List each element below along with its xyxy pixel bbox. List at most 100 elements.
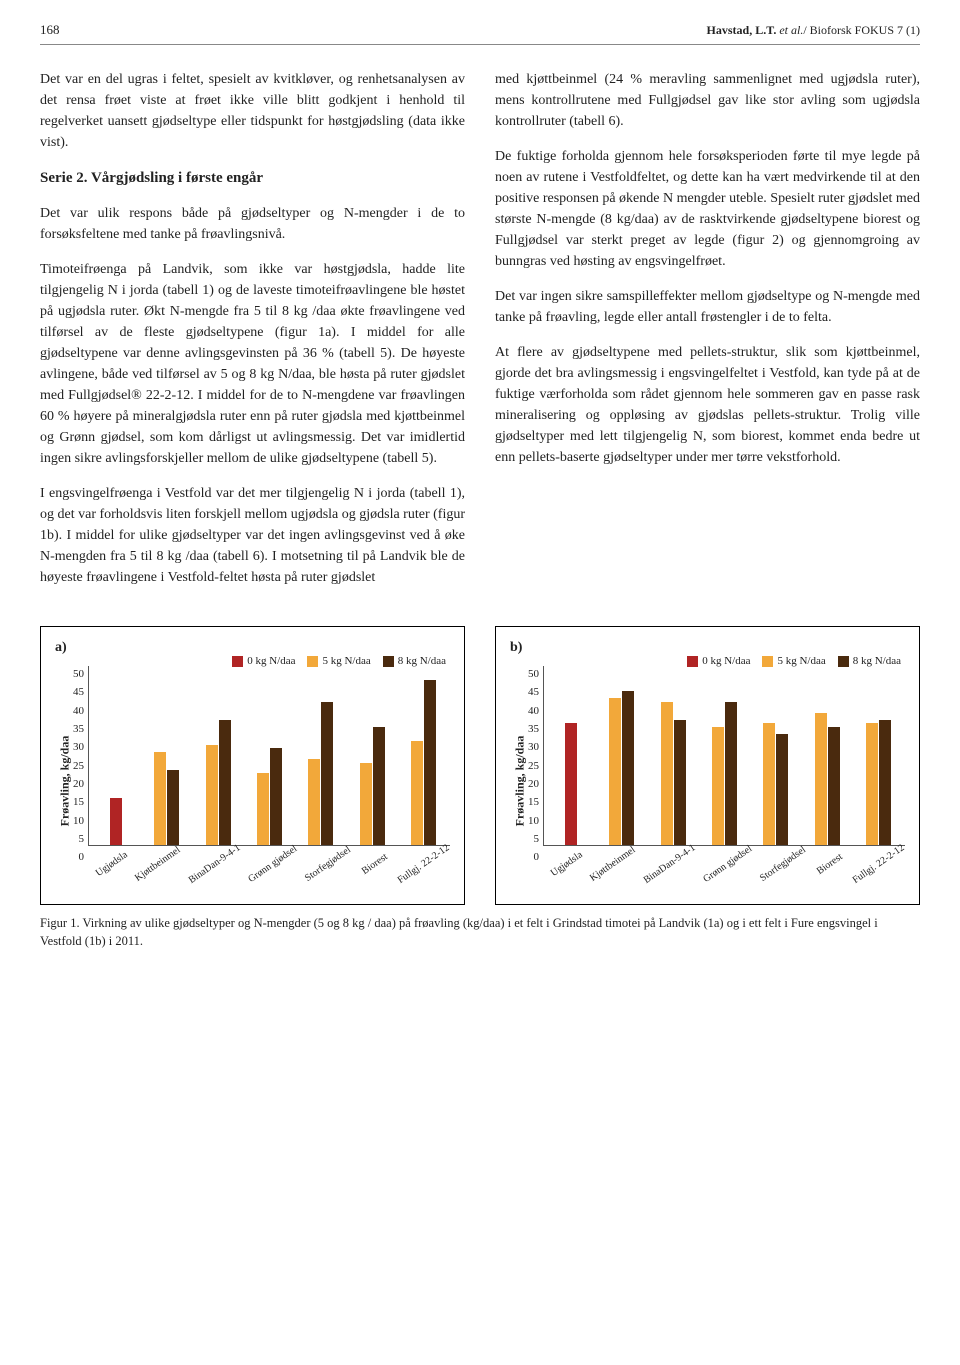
legend-label: 8 kg N/daa (398, 653, 446, 670)
y-tick: 15 (73, 794, 84, 811)
bar (270, 748, 282, 845)
bar (609, 698, 621, 845)
bar-group (854, 666, 903, 845)
y-axis-ticks: 50454035302520151050 (528, 666, 543, 866)
y-tick: 20 (73, 776, 84, 793)
two-column-body: Det var en del ugras i feltet, spesielt … (40, 69, 920, 603)
legend-swatch-icon (383, 656, 394, 667)
header-author-bold: Havstad, L.T. (707, 23, 780, 37)
y-tick: 30 (73, 739, 84, 756)
bar (674, 720, 686, 845)
y-tick: 0 (73, 849, 84, 866)
bars-area (88, 666, 450, 846)
bar-group (347, 666, 396, 845)
y-tick: 40 (73, 703, 84, 720)
bar-group (399, 666, 448, 845)
x-axis: UgjødslaKjøttbeinmelBinaDan-9-4-1Grønn g… (88, 850, 450, 896)
bar-group (597, 666, 646, 845)
bar (622, 691, 634, 845)
bar (411, 741, 423, 845)
legend-item: 5 kg N/daa (307, 653, 370, 670)
body-paragraph: Timoteifrøenga på Landvik, som ikke var … (40, 259, 465, 469)
figure-caption: Figur 1. Virkning av ulike gjødseltyper … (40, 915, 920, 950)
y-tick: 10 (73, 813, 84, 830)
body-paragraph: Det var ingen sikre samspilleffekter mel… (495, 286, 920, 328)
bar-group (296, 666, 345, 845)
legend-item: 8 kg N/daa (383, 653, 446, 670)
y-tick: 40 (528, 703, 539, 720)
bar (257, 773, 269, 845)
right-column: med kjøttbeinmel (24 % meravling sammenl… (495, 69, 920, 603)
body-paragraph: med kjøttbeinmel (24 % meravling sammenl… (495, 69, 920, 132)
bar (725, 702, 737, 845)
plot-area: Frøavling, kg/daa50454035302520151050Ugj… (55, 666, 450, 896)
bar (828, 727, 840, 845)
bar-group (194, 666, 243, 845)
body-paragraph: Det var en del ugras i feltet, spesielt … (40, 69, 465, 153)
bar (776, 734, 788, 845)
y-tick: 25 (528, 758, 539, 775)
header-etal: et al. (779, 23, 803, 37)
left-column: Det var en del ugras i feltet, spesielt … (40, 69, 465, 603)
chart-legend: 0 kg N/daa 5 kg N/daa 8 kg N/daa (232, 653, 446, 670)
y-tick: 25 (73, 758, 84, 775)
y-axis-label: Frøavling, kg/daa (510, 736, 528, 827)
y-tick: 5 (73, 831, 84, 848)
bar-group (245, 666, 294, 845)
bar (219, 720, 231, 845)
bars-area (543, 666, 905, 846)
legend-swatch-icon (838, 656, 849, 667)
bar (373, 727, 385, 845)
chart-a: a)0 kg N/daa5 kg N/daa8 kg N/daaFrøavlin… (40, 626, 465, 905)
bar (360, 763, 372, 845)
section-heading: Serie 2. Vårgjødsling i første engår (40, 167, 465, 190)
body-paragraph: At flere av gjødseltypene med pellets-st… (495, 342, 920, 468)
bar (206, 745, 218, 845)
body-paragraph: I engsvingelfrøenga i Vestfold var det m… (40, 483, 465, 588)
bar-group (751, 666, 800, 845)
bar (321, 702, 333, 845)
legend-swatch-icon (307, 656, 318, 667)
bar (110, 798, 122, 845)
bar-group (700, 666, 749, 845)
y-axis-label: Frøavling, kg/daa (55, 736, 73, 827)
legend-swatch-icon (232, 656, 243, 667)
plot-area: Frøavling, kg/daa50454035302520151050Ugj… (510, 666, 905, 896)
y-tick: 50 (528, 666, 539, 683)
bar (308, 759, 320, 845)
y-tick: 5 (528, 831, 539, 848)
y-tick: 45 (528, 684, 539, 701)
x-tick-label: Fullgj. 22-2-12 (850, 841, 926, 913)
legend-item: 8 kg N/daa (838, 653, 901, 670)
bar-group (546, 666, 595, 845)
bar-group (142, 666, 191, 845)
legend-label: 0 kg N/daa (247, 653, 295, 670)
legend-swatch-icon (687, 656, 698, 667)
bar (763, 723, 775, 845)
y-tick: 45 (73, 684, 84, 701)
y-tick: 35 (528, 721, 539, 738)
legend-item: 5 kg N/daa (762, 653, 825, 670)
chart-legend: 0 kg N/daa 5 kg N/daa 8 kg N/daa (687, 653, 901, 670)
bar (167, 770, 179, 845)
body-paragraph: Det var ulik respons både på gjødseltype… (40, 203, 465, 245)
legend-item: 0 kg N/daa (687, 653, 750, 670)
y-tick: 50 (73, 666, 84, 683)
legend-label: 0 kg N/daa (702, 653, 750, 670)
page-header: 168 Havstad, L.T. et al./ Bioforsk FOKUS… (40, 20, 920, 45)
legend-item: 0 kg N/daa (232, 653, 295, 670)
bar (154, 752, 166, 845)
bar (879, 720, 891, 845)
header-rest: / Bioforsk FOKUS 7 (1) (803, 23, 920, 37)
bar (565, 723, 577, 845)
bar (866, 723, 878, 845)
bar-group (649, 666, 698, 845)
y-tick: 0 (528, 849, 539, 866)
y-tick: 10 (528, 813, 539, 830)
y-tick: 30 (528, 739, 539, 756)
bar (815, 713, 827, 845)
charts-row: a)0 kg N/daa5 kg N/daa8 kg N/daaFrøavlin… (40, 626, 920, 905)
bar-group (91, 666, 140, 845)
y-tick: 35 (73, 721, 84, 738)
legend-label: 8 kg N/daa (853, 653, 901, 670)
